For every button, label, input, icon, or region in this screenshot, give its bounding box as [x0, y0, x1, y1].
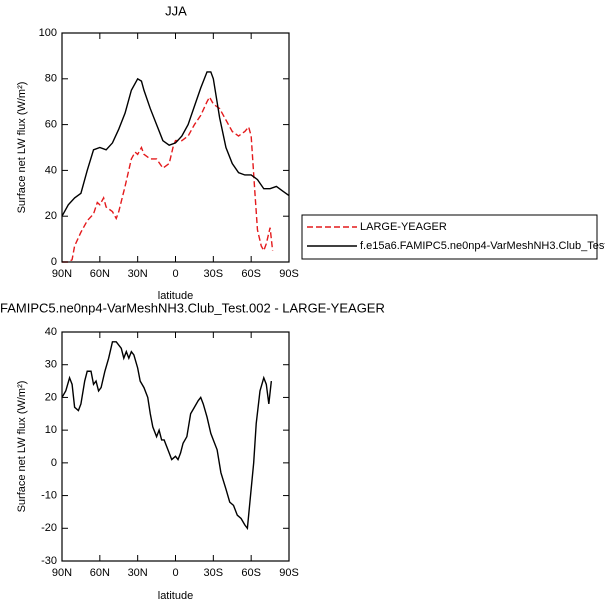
x-tick-label: 0: [172, 567, 178, 579]
x-tick-label: 0: [172, 268, 178, 280]
x-tick-label: 90S: [279, 567, 299, 579]
y-tick-label: 40: [45, 164, 57, 176]
chart-title: FAMIPC5.ne0np4-VarMeshNH3.Club_Test.002 …: [0, 300, 385, 315]
y-axis-label: Surface net LW flux (W/m²): [16, 381, 28, 513]
x-tick-label: 60S: [241, 567, 261, 579]
legend-box: [301, 214, 598, 260]
legend-label: f.e15a6.FAMIPC5.ne0np4-VarMeshNH3.Club_T…: [360, 240, 605, 252]
x-tick-label: 30N: [128, 268, 148, 280]
y-tick-label: 40: [45, 326, 57, 338]
y-tick-label: 10: [45, 424, 57, 436]
plot-frame: [61, 32, 290, 263]
y-tick-label: 0: [51, 457, 57, 469]
legend-label: LARGE-YEAGER: [360, 221, 447, 233]
x-tick-label: 30N: [128, 567, 148, 579]
y-tick-label: -10: [41, 489, 57, 501]
y-tick-label: 30: [45, 359, 57, 371]
x-axis-label: latitude: [158, 290, 193, 302]
x-tick-label: 90N: [52, 567, 72, 579]
x-tick-label: 60N: [90, 268, 110, 280]
y-tick-label: 0: [51, 256, 57, 268]
series-line: [61, 341, 273, 531]
y-axis-label: Surface net LW flux (W/m²): [16, 82, 28, 214]
y-tick-label: -30: [41, 555, 57, 567]
x-tick-label: 60S: [241, 268, 261, 280]
y-tick-label: 20: [45, 210, 57, 222]
y-tick-label: 100: [39, 27, 57, 39]
y-tick-label: 60: [45, 119, 57, 131]
x-tick-label: 90N: [52, 268, 72, 280]
y-tick-label: -20: [41, 522, 57, 534]
series-line: [62, 95, 274, 263]
x-tick-label: 60N: [90, 567, 110, 579]
series-line: [61, 71, 290, 217]
y-tick-label: 20: [45, 391, 57, 403]
x-tick-label: 30S: [204, 268, 224, 280]
x-tick-label: 30S: [204, 567, 224, 579]
chart-title: JJA: [165, 3, 187, 18]
x-tick-label: 90S: [279, 268, 299, 280]
plot-frame: [61, 331, 290, 562]
y-tick-label: 80: [45, 73, 57, 85]
x-axis-label: latitude: [158, 590, 193, 602]
